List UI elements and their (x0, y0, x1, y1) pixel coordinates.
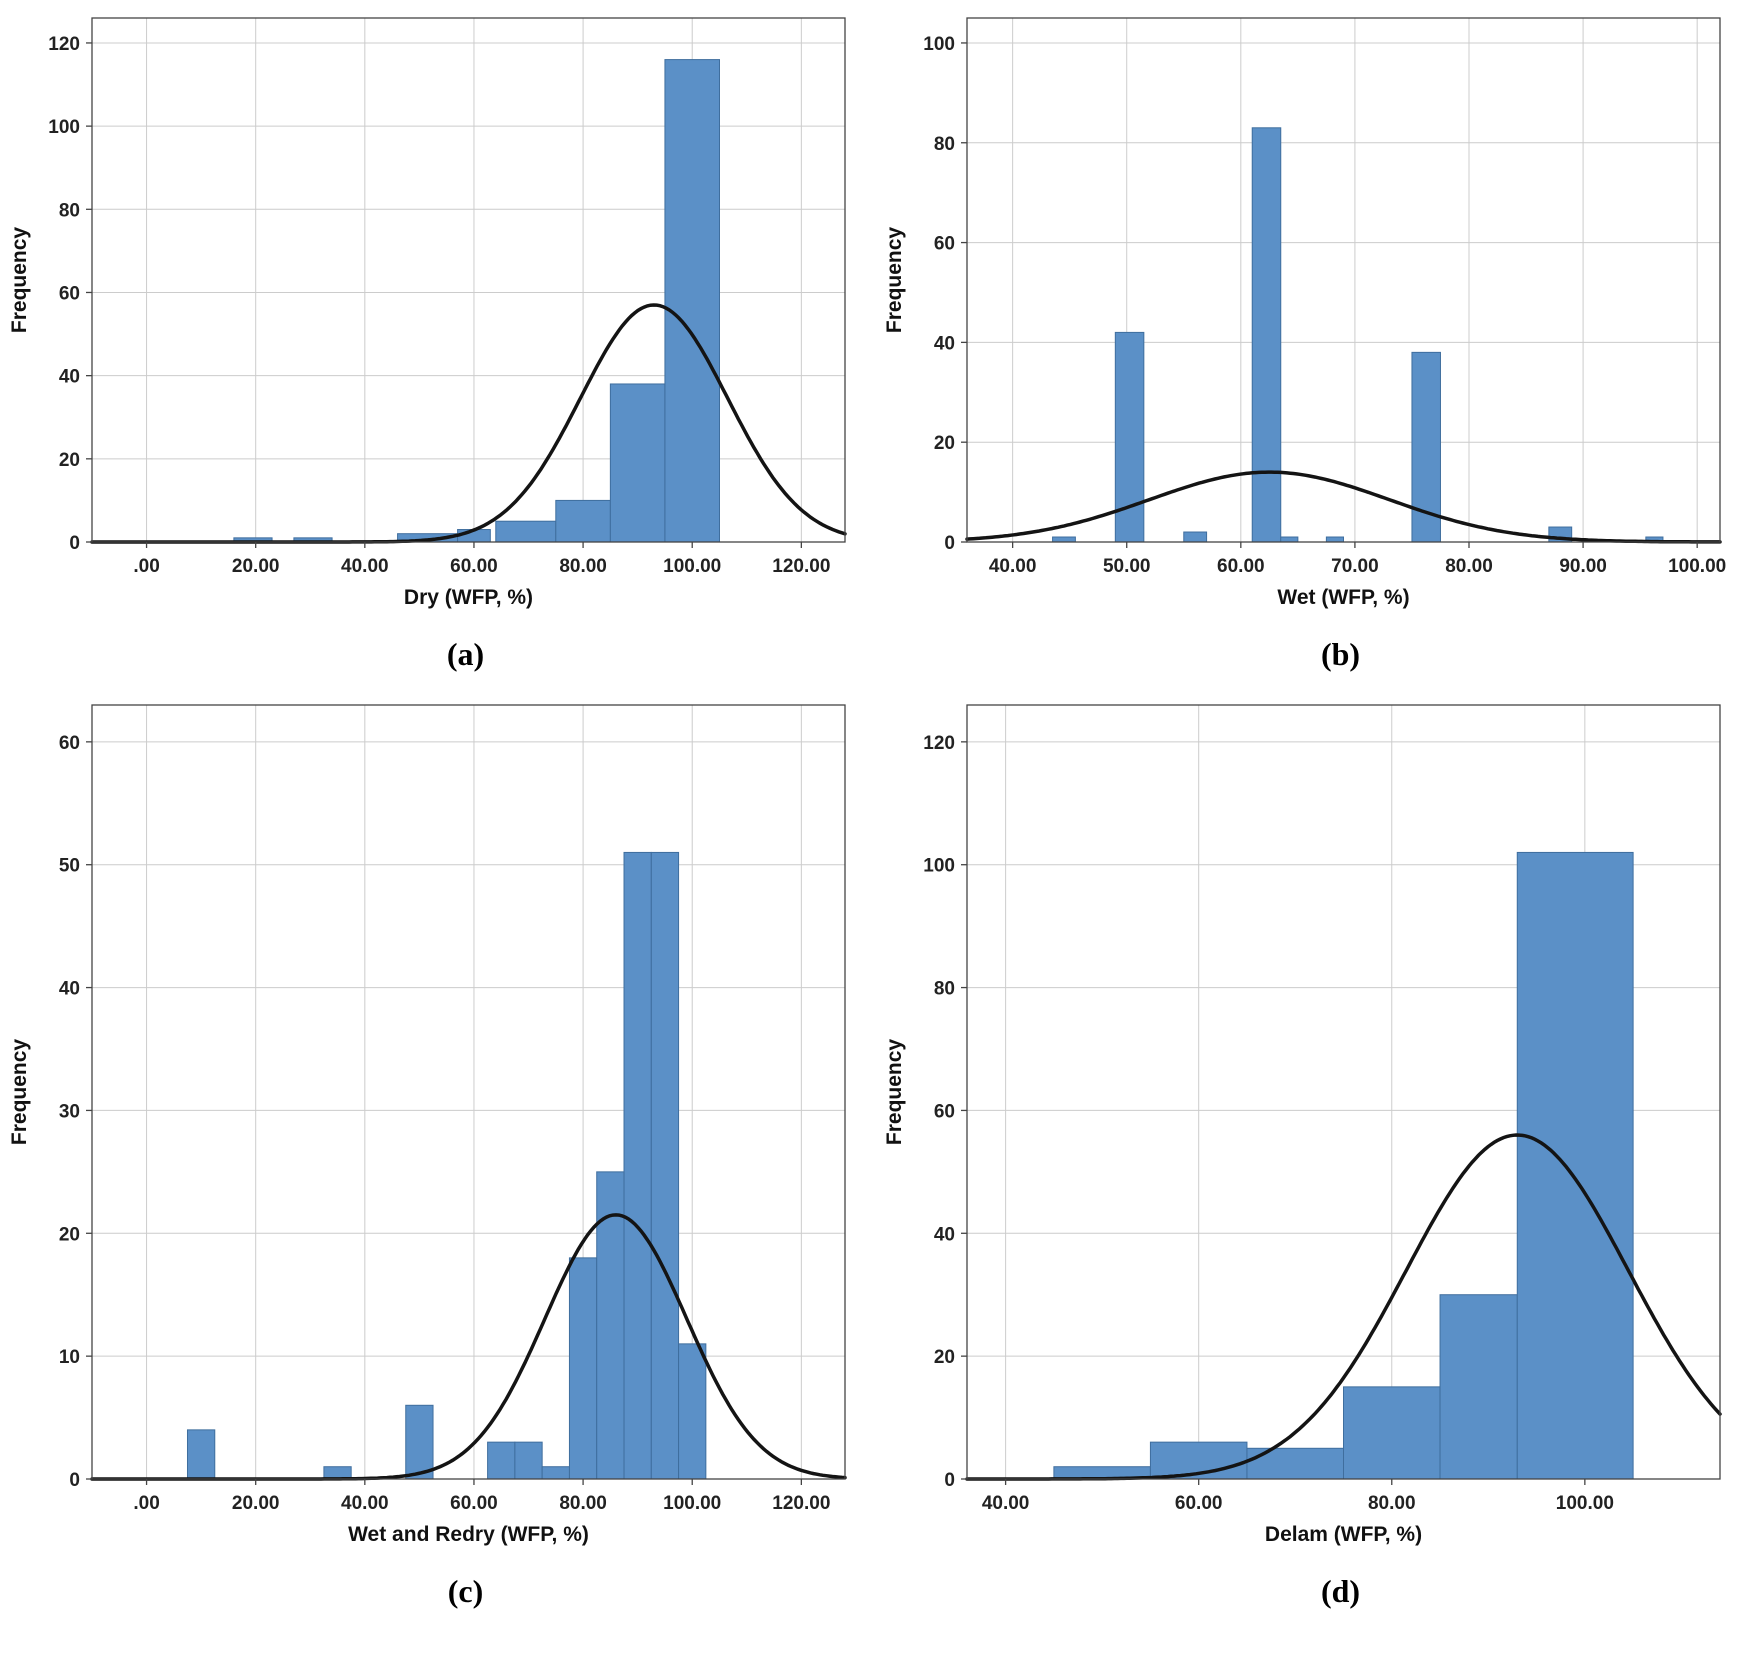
histogram-bar (541, 1466, 570, 1480)
panel-c-label: (c) (447, 1573, 484, 1609)
histogram-bar (609, 383, 666, 543)
histogram-bar (1251, 127, 1282, 543)
y-tick-label: 50 (59, 856, 80, 877)
y-axis-title: Frequency (8, 1039, 31, 1146)
y-tick-label: 100 (923, 856, 955, 877)
histogram-bar (664, 59, 720, 543)
histogram-delam-wfp: 40.00 60.00 80.00 100.00 0 20 40 60 80 100 120 Dela… (883, 704, 1722, 1546)
histogram-bar (1325, 536, 1344, 543)
panel-a-label: (a) (446, 636, 485, 672)
y-axis-title: Frequency (883, 1039, 906, 1146)
y-axis-title: Frequency (883, 227, 906, 334)
x-tick-label: 80.00 (1445, 556, 1493, 577)
histogram-wet-and-redry-wfp: .00 20.00 40.00 60.00 80.00 100.00 120.00 0 10 20… (8, 704, 847, 1546)
y-tick-label: 60 (59, 733, 80, 754)
x-axis-title: Wet and Redry (WFP, %) (348, 1523, 589, 1546)
histogram-wet-wfp: 40.00 50.00 60.00 70.00 80.00 90.00 100.00 0 20 4… (883, 17, 1726, 609)
y-tick-label: 80 (59, 200, 80, 221)
histogram-bar (514, 1441, 543, 1480)
histogram-dry-wfp: .00 20.00 40.00 60.00 80.00 100.00 120.00 0 20 40… (8, 17, 847, 609)
y-tick-label: 0 (944, 1470, 955, 1491)
panel-d: 40.00 60.00 80.00 100.00 0 20 40 60 80 100 120 Dela… (875, 687, 1750, 1624)
y-tick-label: 40 (59, 367, 80, 388)
x-tick-label: 100.00 (663, 556, 721, 577)
y-tick-label: 20 (59, 1224, 80, 1245)
y-tick-label: 60 (934, 234, 955, 255)
histogram-bar (623, 851, 652, 1480)
x-axis-title: Wet (WFP, %) (1277, 586, 1409, 609)
histogram-bar (650, 851, 680, 1480)
y-tick-label: 100 (923, 34, 955, 55)
y-tick-label: 0 (69, 533, 80, 554)
y-tick-label: 20 (934, 433, 955, 454)
x-tick-label: 60.00 (450, 556, 498, 577)
y-tick-label: 0 (69, 1470, 80, 1491)
y-tick-label: 40 (59, 979, 80, 1000)
histogram-bar (1343, 1386, 1441, 1480)
x-tick-label: 100.00 (1556, 1493, 1614, 1514)
histogram-bar (555, 499, 611, 543)
histogram-bar (678, 1343, 707, 1480)
panel-b-label: (b) (1320, 636, 1361, 672)
panel-d-label: (d) (1320, 1573, 1361, 1609)
histogram-bar (405, 1404, 434, 1480)
x-tick-label: 60.00 (1217, 556, 1265, 577)
x-tick-label: 80.00 (559, 556, 607, 577)
x-axis-title: Delam (WFP, %) (1265, 1523, 1422, 1546)
histogram-bar (1280, 536, 1299, 543)
x-tick-label: 40.00 (982, 1493, 1030, 1514)
y-tick-label: 40 (934, 1224, 955, 1245)
x-tick-label: 40.00 (989, 556, 1037, 577)
y-tick-label: 20 (934, 1347, 955, 1368)
y-tick-label: 60 (934, 1101, 955, 1122)
x-tick-label: 80.00 (559, 1493, 607, 1514)
x-tick-label: 100.00 (1668, 556, 1726, 577)
histogram-bar (1183, 531, 1208, 543)
histogram-bar (487, 1441, 516, 1480)
x-tick-label: 90.00 (1559, 556, 1607, 577)
y-tick-label: 0 (944, 533, 955, 554)
panel-c: .00 20.00 40.00 60.00 80.00 100.00 120.00 0 10 20… (0, 687, 875, 1624)
histogram-bar (1439, 1294, 1518, 1480)
x-tick-label: 50.00 (1103, 556, 1151, 577)
y-axis-title: Frequency (8, 227, 31, 334)
x-tick-label: .00 (133, 1493, 159, 1514)
x-axis-title: Dry (WFP, %) (404, 586, 533, 609)
y-tick-label: 120 (923, 733, 955, 754)
x-tick-label: 60.00 (1175, 1493, 1223, 1514)
x-tick-label: 40.00 (341, 556, 389, 577)
x-tick-label: 20.00 (232, 556, 280, 577)
x-tick-label: 80.00 (1368, 1493, 1416, 1514)
histogram-bar (596, 1171, 625, 1480)
histogram-bar (495, 520, 557, 543)
x-tick-label: 70.00 (1331, 556, 1379, 577)
figure-grid: .00 20.00 40.00 60.00 80.00 100.00 120.00 0 20 40… (0, 0, 1750, 1624)
x-tick-label: 60.00 (450, 1493, 498, 1514)
panel-a: .00 20.00 40.00 60.00 80.00 100.00 120.00 0 20 40… (0, 0, 875, 687)
y-tick-label: 30 (59, 1101, 80, 1122)
y-tick-label: 120 (48, 34, 80, 55)
y-tick-label: 40 (934, 333, 955, 354)
y-tick-label: 100 (48, 117, 80, 138)
x-tick-label: 20.00 (232, 1493, 280, 1514)
panel-b: 40.00 50.00 60.00 70.00 80.00 90.00 100.00 0 20 4… (875, 0, 1750, 687)
x-tick-label: 100.00 (663, 1493, 721, 1514)
x-tick-label: 120.00 (772, 556, 830, 577)
normal-curve (965, 470, 1722, 544)
x-tick-label: 120.00 (772, 1493, 830, 1514)
histogram-bar (1052, 536, 1076, 543)
x-tick-label: 40.00 (341, 1493, 389, 1514)
histogram-bar (568, 1257, 598, 1480)
y-tick-label: 80 (934, 134, 955, 155)
y-tick-label: 80 (934, 979, 955, 1000)
x-tick-label: .00 (133, 556, 159, 577)
histogram-bar (1516, 851, 1634, 1480)
y-tick-label: 20 (59, 450, 80, 471)
histogram-bar (186, 1429, 216, 1480)
y-tick-label: 10 (59, 1347, 80, 1368)
y-tick-label: 60 (59, 283, 80, 304)
